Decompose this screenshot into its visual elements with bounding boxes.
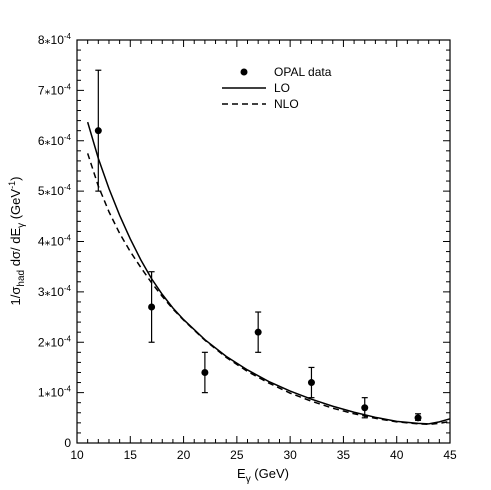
tick-group: [76, 39, 451, 444]
data-point: [414, 414, 422, 422]
x-tick-label: 40: [390, 448, 404, 462]
x-tick-label: 25: [230, 448, 244, 462]
y-tick-label: 3⁎10-4: [38, 284, 72, 299]
legend-swatch-marker: [240, 68, 248, 76]
x-tick-label: 10: [70, 448, 84, 462]
x-tick-label: 15: [124, 448, 138, 462]
legend: OPAL data LO NLO: [222, 65, 332, 111]
plot-frame: [76, 39, 451, 444]
x-axis-label: Eγ (GeV): [237, 466, 289, 485]
series-line-lo: [86, 121, 451, 425]
data-point: [148, 303, 156, 311]
tick-label-group: 10 15 20 25 30 35 40 45 0 1⁎10-4 2⁎10-4 3⁎10-4 4⁎10-…: [38, 32, 457, 462]
series-group: [86, 69, 451, 426]
y-tick-label: 1⁎10-4: [38, 385, 72, 400]
y-tick-label: 2⁎10-4: [38, 334, 72, 349]
data-point: [94, 127, 102, 135]
legend-label: NLO: [274, 97, 299, 111]
y-tick-label: 7⁎10-4: [38, 82, 72, 97]
y-axis-label: 1/σhad dσ/ dEγ (GeV-1): [7, 177, 27, 306]
y-tick-label: 0: [64, 436, 71, 450]
x-tick-label: 30: [283, 448, 297, 462]
series-line-nlo: [86, 153, 451, 426]
x-tick-label: 45: [443, 448, 457, 462]
x-tick-label: 20: [177, 448, 191, 462]
data-point: [307, 379, 315, 387]
legend-label: LO: [274, 81, 290, 95]
x-tick-label: 35: [337, 448, 351, 462]
data-point: [361, 404, 369, 412]
y-tick-label: 6⁎10-4: [38, 133, 72, 148]
y-tick-label: 5⁎10-4: [38, 183, 72, 198]
y-tick-label: 8⁎10-4: [38, 32, 72, 47]
legend-label: OPAL data: [274, 65, 332, 79]
data-point: [201, 368, 209, 376]
y-tick-label: 4⁎10-4: [38, 234, 72, 249]
data-point: [254, 328, 262, 336]
